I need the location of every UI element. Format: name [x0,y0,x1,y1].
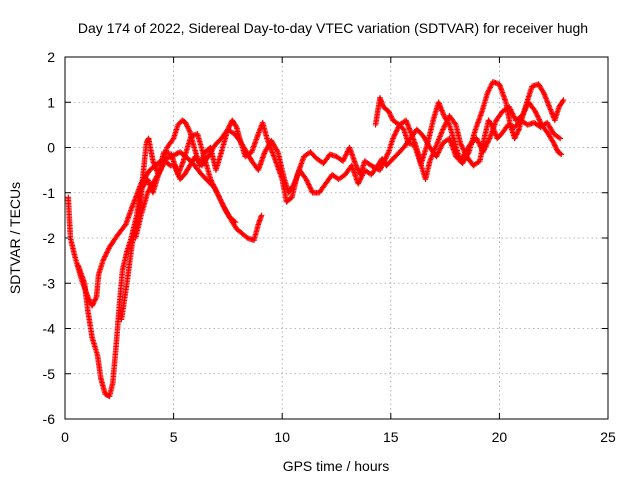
data-point [157,168,163,175]
x-tick-label: 25 [600,429,616,445]
x-tick-label: 15 [383,429,399,445]
chart-title: Day 174 of 2022, Sidereal Day-to-day VTE… [78,20,588,36]
data-point [559,98,566,104]
data-point [379,163,385,170]
data-point [184,123,191,130]
y-tick-label: -2 [43,230,56,246]
data-point [90,300,97,307]
data-point [377,167,383,173]
x-tick-label: 20 [492,429,508,445]
data-point [385,108,392,115]
data-point [514,129,521,135]
y-tick-label: -5 [43,366,56,382]
x-tick-label: 5 [170,429,178,445]
y-tick-label: 0 [47,140,55,156]
data-point [551,141,558,148]
axis-ticks: 0 5 10 15 20 25 -6 -5 -4 -3 -2 -1 0 1 2 [43,49,616,445]
data-point [387,111,393,117]
y-tick-label: -4 [43,321,56,337]
series-track-2 [75,113,564,400]
data-point [258,212,265,219]
data-points [65,79,567,400]
data-point [166,161,173,168]
data-point [89,303,95,309]
data-point [383,154,389,160]
data-point [383,153,390,159]
data-point [558,151,565,158]
y-tick-label: -3 [43,275,56,291]
data-point [386,109,393,116]
data-point [514,130,520,137]
data-point [183,121,189,127]
data-point [233,123,239,129]
data-point [231,218,238,225]
data-point [515,127,522,134]
data-point [552,144,559,150]
data-point [513,133,519,139]
data-point [512,134,519,140]
y-axis-label: SDTVAR / TECUs [7,182,23,294]
data-point [173,151,180,157]
data-point [445,120,452,127]
data-point [550,140,557,146]
data-point [368,162,375,169]
data-point [384,151,391,158]
data-point [557,150,564,157]
data-point [369,163,376,170]
data-point [560,97,567,103]
data-point [89,301,96,308]
y-tick-label: 2 [47,49,55,65]
data-point [91,299,97,305]
data-point [169,136,176,143]
data-point [186,127,193,134]
data-point [388,114,395,121]
data-point [91,297,98,304]
data-point [557,135,564,142]
data-point [185,126,192,132]
data-point [554,146,560,153]
series-track-5 [372,94,565,167]
y-tick-label: 1 [47,94,55,110]
data-point [388,113,394,120]
data-point [274,147,280,154]
data-point [385,150,391,157]
data-point [185,124,191,131]
data-point [183,122,190,128]
data-point [232,219,239,225]
series-track-1 [65,149,265,309]
x-tick-label: 0 [61,429,69,445]
data-point [377,166,384,172]
data-point [556,134,562,141]
x-tick-label: 10 [274,429,290,445]
data-point [226,122,233,129]
data-point [552,142,558,149]
data-point [387,112,394,118]
data-point [553,145,559,151]
data-point [93,295,99,301]
data-point [92,296,99,303]
y-tick-label: -6 [43,411,56,427]
series-track-4 [132,79,567,241]
data-point [378,164,384,171]
x-axis-label: GPS time / hours [283,458,390,474]
data-point [452,120,458,127]
data-point [182,119,189,126]
y-tick-label: -1 [43,185,56,201]
data-point [355,166,361,173]
data-point [511,135,518,142]
data-point [513,131,520,138]
